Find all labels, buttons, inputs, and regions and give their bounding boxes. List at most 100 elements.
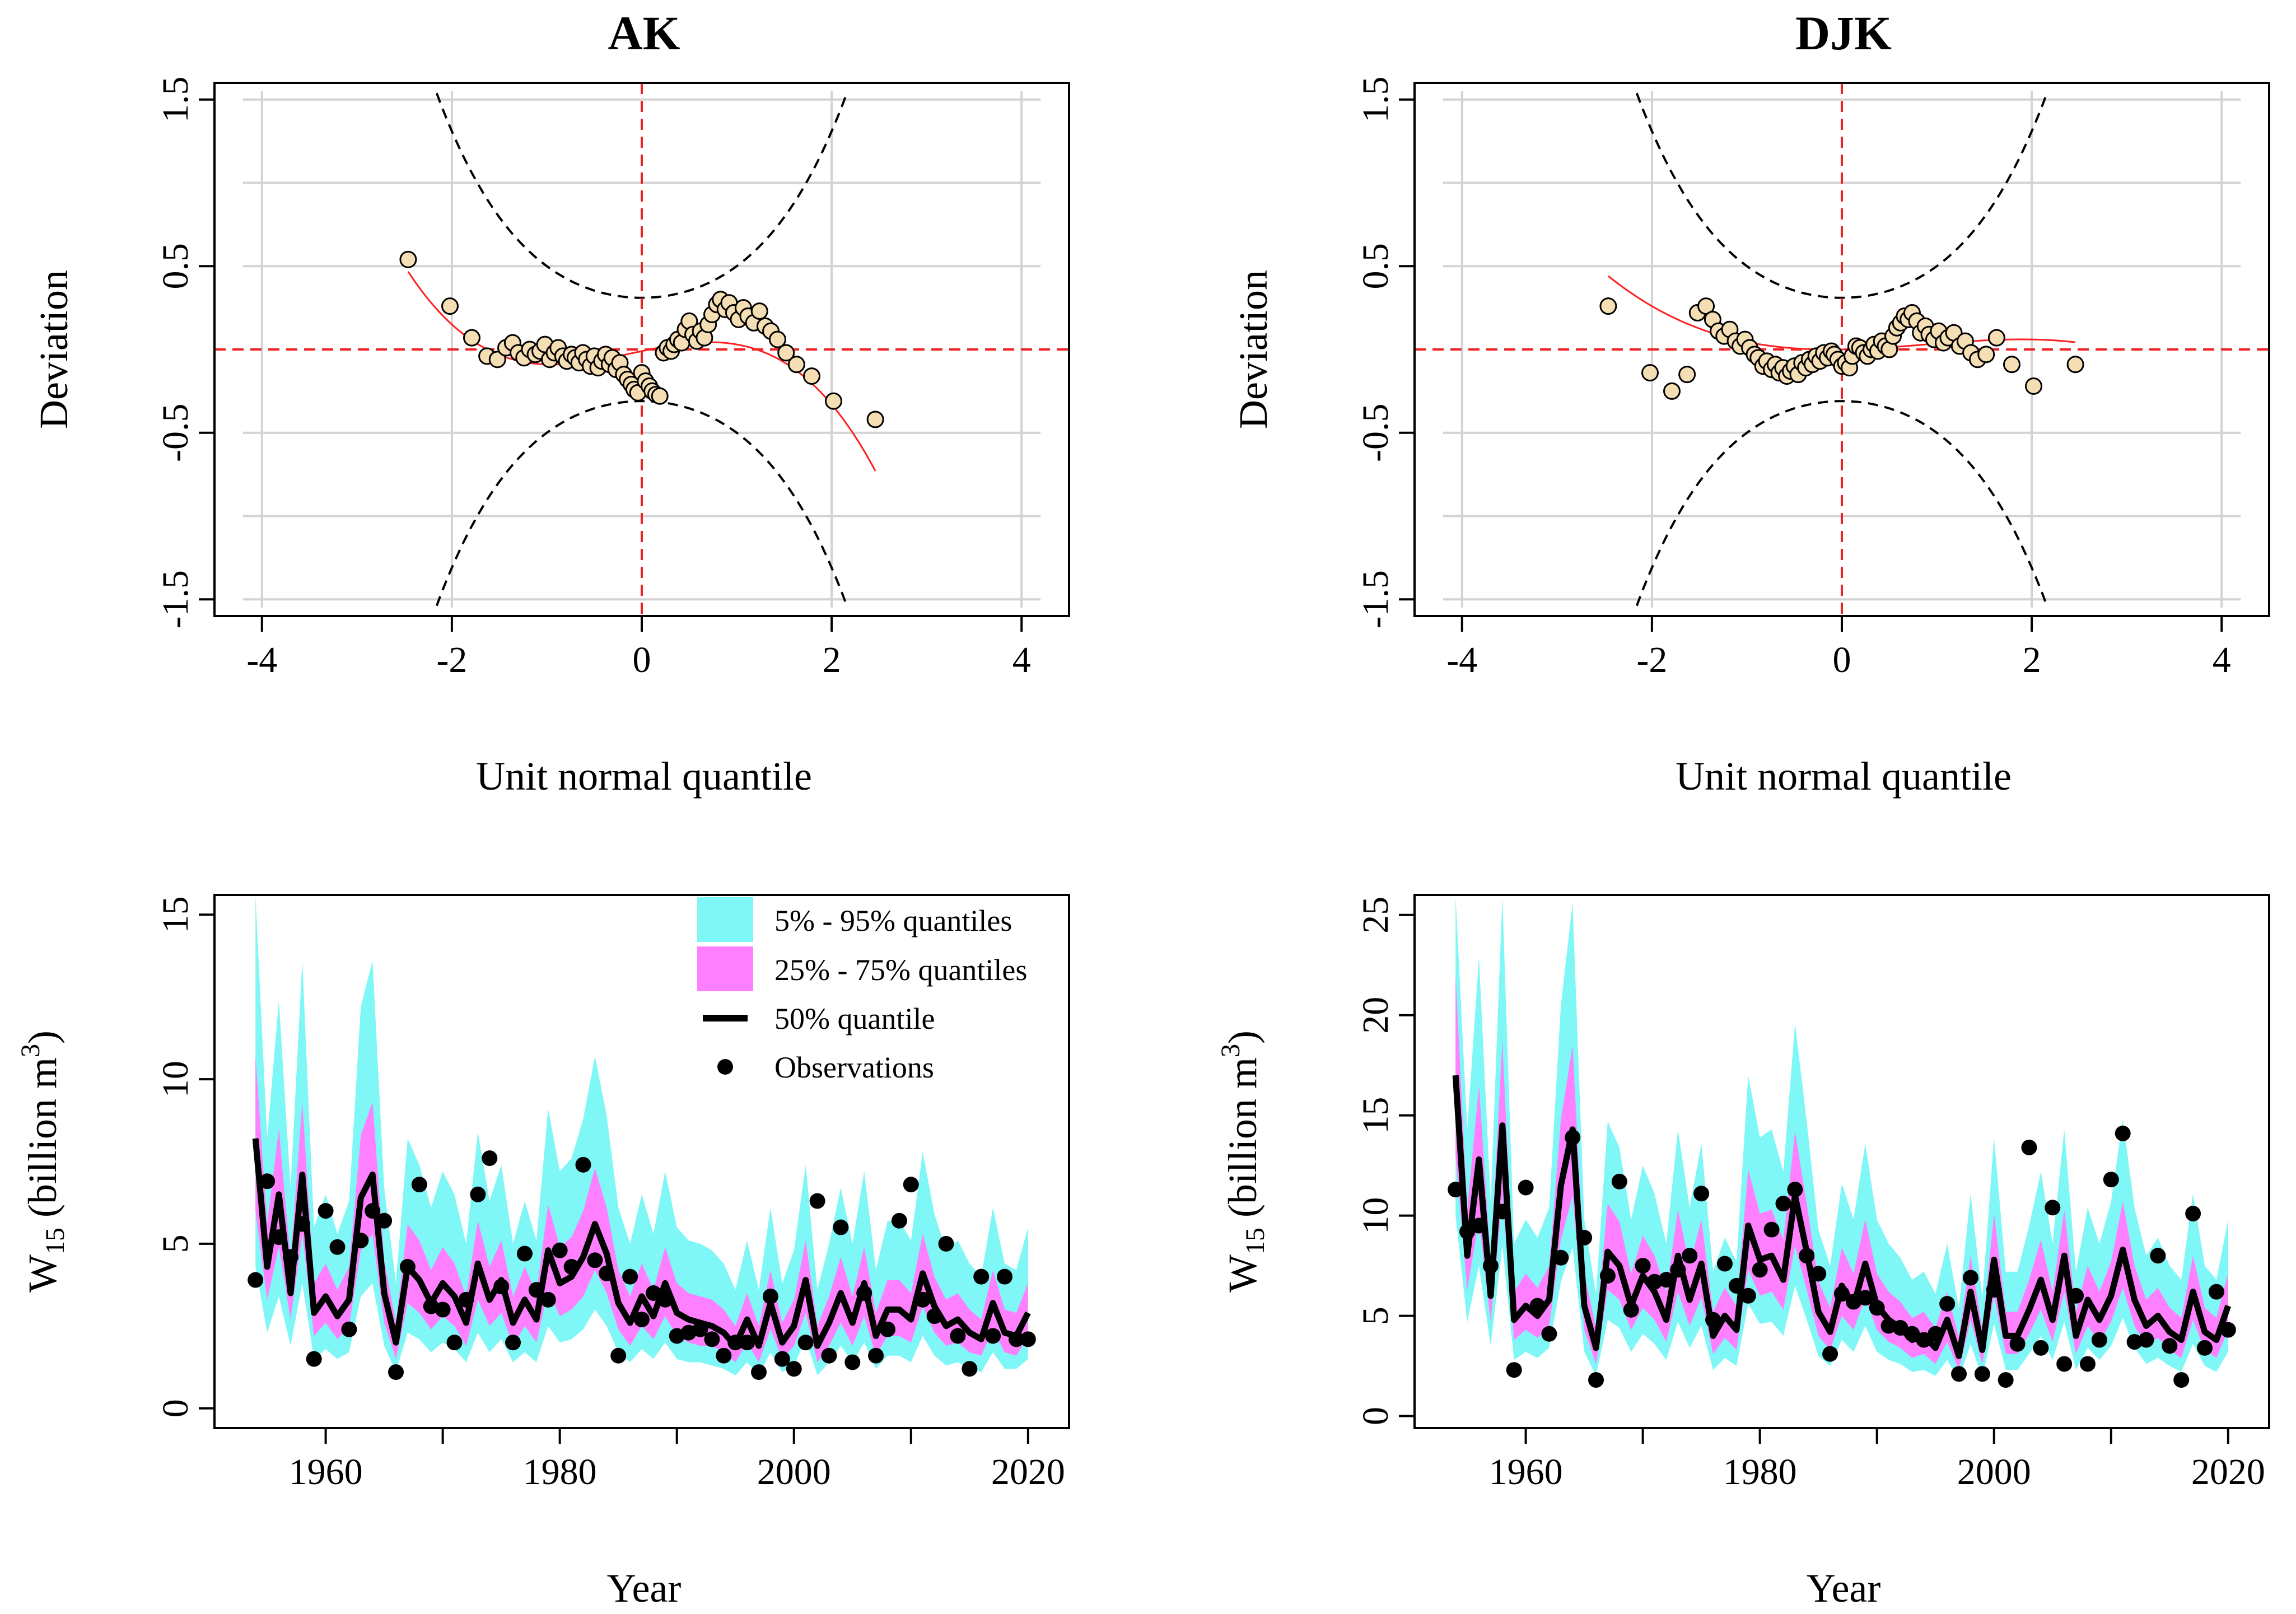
djk-worm-point bbox=[2003, 356, 2021, 374]
ak-timeseries-y-label: W15 (billion m3) bbox=[16, 1030, 70, 1293]
ak-ts-observation bbox=[634, 1312, 650, 1328]
djk-ts-observation bbox=[2045, 1200, 2061, 1216]
djk-ts-observation bbox=[2009, 1336, 2026, 1352]
djk-ts-observation bbox=[1916, 1332, 1932, 1348]
djk-worm-xtick-label: 2 bbox=[2023, 640, 2041, 680]
ak-ts-xtick-label: 1980 bbox=[523, 1452, 597, 1492]
ak-ts-observation bbox=[259, 1173, 276, 1189]
ak-ts-observation bbox=[516, 1246, 533, 1262]
legend-swatch-band90 bbox=[697, 897, 753, 942]
ak-ts-observation bbox=[563, 1259, 580, 1275]
ak-ts-observation bbox=[774, 1351, 790, 1367]
ak-worm-marks bbox=[399, 250, 884, 472]
djk-ts-observation bbox=[1482, 1258, 1499, 1274]
djk-worm-xtick-label: -4 bbox=[1446, 640, 1477, 680]
djk-ts-observation bbox=[1541, 1326, 1557, 1342]
ak-ts-observation bbox=[376, 1212, 393, 1229]
ak-timeseries-frame bbox=[213, 894, 1070, 1429]
djk-worm-point bbox=[2025, 377, 2043, 395]
ak-ts-observation bbox=[938, 1235, 954, 1252]
ak-ts-observation bbox=[821, 1347, 837, 1364]
djk-worm-x-ticks: -4 -2 0 2 4 bbox=[1446, 616, 2231, 680]
ak-ts-observation bbox=[599, 1265, 615, 1281]
ak-ts-observation bbox=[435, 1302, 451, 1318]
ak-worm-point bbox=[399, 250, 417, 268]
djk-ts-observation bbox=[1670, 1262, 1686, 1278]
djk-ts-observation bbox=[2150, 1248, 2166, 1264]
djk-ts-observation bbox=[1705, 1312, 1721, 1328]
djk-ts-median-line bbox=[1452, 1075, 2232, 1359]
djk-worm-point bbox=[2066, 356, 2084, 374]
ak-ts-observation bbox=[388, 1364, 404, 1380]
djk-ts-xtick-label: 1980 bbox=[1723, 1452, 1797, 1492]
ak-ts-observation bbox=[318, 1203, 334, 1219]
ak-worm-point bbox=[750, 302, 768, 320]
djk-ts-observation bbox=[1763, 1221, 1780, 1238]
djk-worm-xtick-label: -2 bbox=[1636, 640, 1667, 680]
ak-ts-observation bbox=[353, 1233, 369, 1249]
ak-ts-observation bbox=[505, 1335, 521, 1351]
djk-ts-observation bbox=[1752, 1262, 1768, 1278]
djk-ts-observation bbox=[2220, 1322, 2236, 1338]
djk-worm-ytick-label: 0.5 bbox=[1355, 243, 1396, 290]
ak-worm-xtick-label: 4 bbox=[1012, 640, 1031, 680]
ak-ts-observation bbox=[528, 1282, 544, 1298]
legend-label-band90: 5% - 95% quantiles bbox=[774, 904, 1012, 937]
djk-timeseries-x-ticks: 1960 1980 2000 2020 bbox=[1489, 1428, 2265, 1492]
ak-ts-observation bbox=[540, 1291, 556, 1308]
ak-ts-observation bbox=[248, 1272, 264, 1288]
djk-ts-observation bbox=[1693, 1186, 1710, 1202]
ak-timeseries-y-ticks: 0 5 10 15 bbox=[155, 896, 214, 1417]
ak-worm-lower-band bbox=[435, 400, 848, 607]
djk-timeseries-x-label: Year bbox=[1807, 1566, 1881, 1611]
djk-ts-observation bbox=[2197, 1340, 2213, 1356]
djk-ts-observation bbox=[1716, 1256, 1733, 1272]
ak-ts-observation bbox=[552, 1242, 568, 1258]
djk-ts-observation bbox=[1951, 1366, 1967, 1382]
djk-worm-lower-band bbox=[1635, 400, 2048, 607]
djk-timeseries-y-ticks: 0 5 10 15 20 25 bbox=[1355, 897, 1415, 1425]
ak-worm-point bbox=[441, 297, 459, 315]
ak-ts-observation bbox=[622, 1268, 638, 1285]
djk-ts-ytick-label: 0 bbox=[1355, 1407, 1396, 1425]
ak-ts-observation bbox=[575, 1156, 591, 1173]
ak-worm-xtick-label: 0 bbox=[633, 640, 651, 680]
ak-ts-observation bbox=[458, 1291, 474, 1308]
djk-ts-observation bbox=[1576, 1230, 1593, 1246]
ak-worm-upper-band bbox=[435, 92, 848, 299]
djk-ts-observation bbox=[2068, 1288, 2084, 1304]
djk-ts-ytick-label: 25 bbox=[1355, 897, 1396, 934]
ak-ts-observation bbox=[282, 1249, 298, 1265]
ak-ts-observation bbox=[446, 1335, 463, 1351]
ak-worm-point bbox=[866, 411, 884, 428]
djk-worm-ytick-label: -0.5 bbox=[1355, 404, 1396, 462]
ak-worm-point bbox=[768, 330, 786, 348]
ak-ts-observation bbox=[610, 1347, 627, 1364]
ak-timeseries-x-label: Year bbox=[607, 1566, 682, 1611]
djk-ts-observation bbox=[1928, 1326, 1944, 1342]
ak-worm-y-ticks: -1.5 -0.5 0.5 1.5 bbox=[155, 77, 214, 628]
ak-ts-observation bbox=[985, 1328, 1001, 1344]
djk-timeseries-y-label: W15 (billion m3) bbox=[1216, 1030, 1270, 1293]
ak-ts-observation bbox=[645, 1285, 661, 1302]
djk-ts-ytick-label: 10 bbox=[1355, 1197, 1396, 1234]
ak-ts-ytick-label: 15 bbox=[155, 896, 196, 933]
ak-timeseries-x-ticks: 1960 1980 2000 2020 bbox=[289, 1428, 1065, 1492]
legend-label-obs: Observations bbox=[774, 1051, 934, 1084]
ak-worm-point bbox=[787, 356, 805, 374]
djk-ts-observation bbox=[1658, 1272, 1674, 1288]
djk-worm-x-label: Unit normal quantile bbox=[1676, 754, 2012, 799]
djk-worm-point bbox=[1678, 366, 1696, 384]
djk-ts-observation bbox=[1728, 1277, 1744, 1294]
djk-ts-observation bbox=[2115, 1125, 2131, 1141]
djk-ts-observation bbox=[1962, 1270, 1978, 1286]
ak-ts-observation bbox=[962, 1361, 978, 1377]
ak-ts-observation bbox=[914, 1291, 931, 1308]
djk-ts-observation bbox=[1974, 1366, 1990, 1382]
djk-ts-observation bbox=[1611, 1173, 1627, 1189]
djk-ts-observation bbox=[1494, 1203, 1510, 1220]
ak-worm-references bbox=[214, 83, 1069, 616]
ak-ts-observation bbox=[306, 1351, 322, 1367]
ak-ts-observation bbox=[903, 1177, 919, 1193]
ak-worm-y-label: Deviation bbox=[31, 270, 76, 429]
